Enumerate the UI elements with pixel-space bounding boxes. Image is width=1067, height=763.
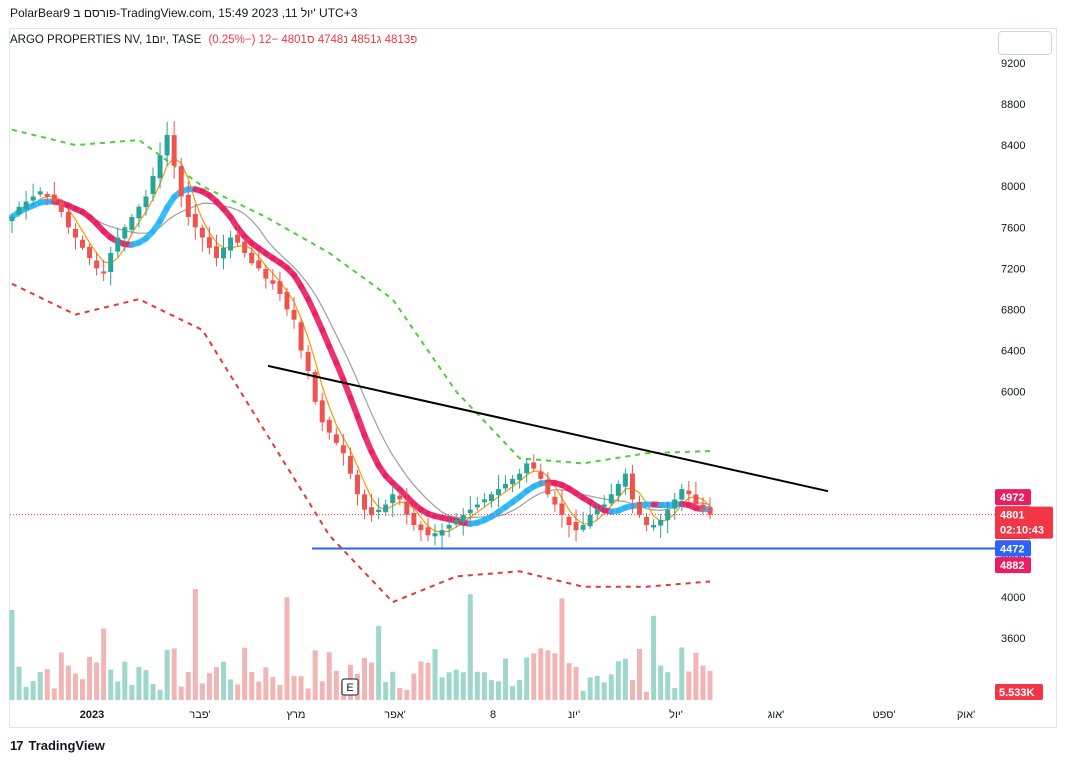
chart-frame [9,28,1057,728]
tradingview-footer[interactable]: 17 TradingView [10,738,105,753]
brand-name: TradingView [28,738,105,753]
tradingview-logo-icon: 17 [10,738,24,753]
ohlc-values: פ4813 ג4851 נ4748 ס4801 −12 (−0.25%) [208,34,418,46]
publish-header: PolarBear9 פורסם ב-TradingView.com, 15:4… [10,6,358,20]
symbol-legend: ARGO PROPERTIES NV, 1יום, TASE פ4813 ג48… [10,34,417,46]
symbol-name[interactable]: ARGO PROPERTIES NV, 1יום, TASE [10,34,202,46]
scale-button[interactable] [998,31,1052,55]
